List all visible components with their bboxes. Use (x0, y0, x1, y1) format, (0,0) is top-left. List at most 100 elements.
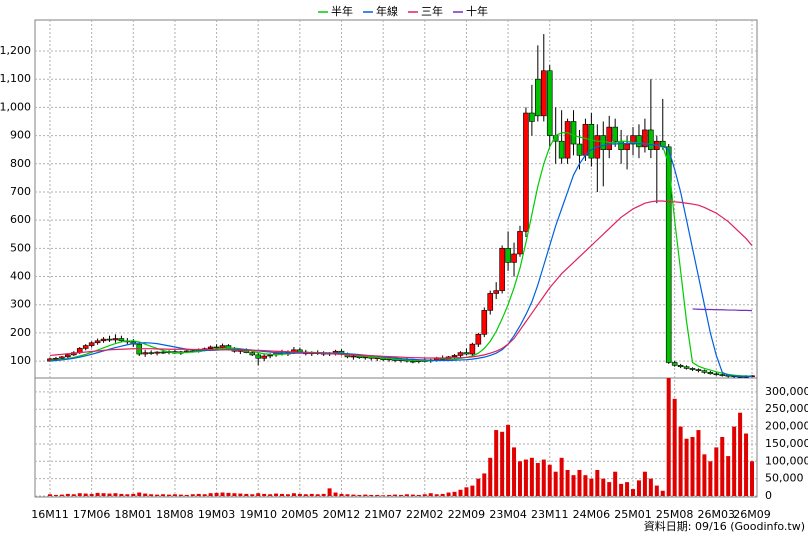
candle-body (267, 354, 273, 357)
volume-bar (506, 424, 511, 496)
x-tick-label: 23M04 (489, 508, 527, 521)
volume-bar (48, 494, 52, 496)
volume-bar (619, 483, 624, 496)
volume-bar (559, 457, 564, 496)
volume-bar (583, 475, 588, 496)
y-tick-label: 600 (10, 213, 31, 226)
candle-body (582, 123, 589, 156)
candle-body (94, 340, 101, 344)
candle-body (65, 354, 71, 358)
volume-bar (172, 494, 177, 496)
y-tick-label: 300 (10, 298, 31, 311)
candle-body (624, 143, 630, 150)
candle-body (695, 369, 702, 371)
y-tick-label: 100 (10, 354, 31, 367)
candle-body (576, 143, 583, 156)
volume-bar (345, 494, 350, 496)
volume-bar (678, 426, 683, 496)
candle-body (481, 310, 488, 335)
volume-bar (65, 493, 70, 496)
volume-bar (422, 494, 427, 496)
plot-frame (34, 19, 758, 498)
candle-body (59, 356, 65, 359)
volume-bar (369, 494, 374, 496)
candle-body (463, 352, 470, 355)
y-tick-label: 800 (10, 157, 31, 170)
candle-body (564, 121, 571, 159)
candle-body (487, 293, 494, 311)
legend-label: 年線 (376, 4, 398, 18)
volume-bar (375, 494, 380, 496)
y-tick-label: 400 (10, 270, 31, 283)
candle-body (713, 373, 720, 376)
volume-bar (631, 489, 636, 496)
candle-body (671, 362, 678, 366)
y-tick-label: 700 (10, 185, 31, 198)
volume-bar (321, 493, 326, 496)
volume-bar (553, 471, 558, 496)
volume-bar (250, 494, 255, 496)
volume-bar (214, 492, 219, 496)
volume-bar (393, 494, 398, 496)
legend-label: 半年 (331, 4, 353, 18)
volume-tick-label: 0 (765, 489, 772, 502)
volume-bar (541, 459, 546, 496)
volume-bar (71, 494, 76, 496)
candle-body (53, 357, 59, 360)
volume-bar (178, 494, 183, 496)
volume-bar (184, 494, 189, 496)
volume-tick-label: 100,000 (765, 454, 808, 467)
volume-bar (309, 493, 314, 496)
x-tick-label: 19M03 (198, 508, 236, 521)
volume-bar (161, 494, 166, 496)
x-tick-label: 19M10 (239, 508, 277, 521)
volume-bar (500, 431, 505, 496)
volume-bar (512, 447, 517, 496)
volume-bar (744, 433, 749, 496)
x-tick-label: 22M09 (448, 508, 486, 521)
volume-bar (642, 471, 647, 496)
volume-bar (625, 482, 630, 496)
x-tick-label: 18M08 (156, 508, 194, 521)
volume-bar (547, 464, 552, 496)
volume-bar (654, 485, 659, 496)
x-tick-label: 16M11 (31, 508, 69, 521)
volume-bar (53, 494, 58, 496)
candle-body (350, 355, 357, 358)
volume-bar (684, 438, 689, 496)
volume-bar (494, 430, 499, 496)
candle-body (213, 346, 220, 349)
volume-bar (428, 493, 433, 496)
volume-bar (327, 488, 332, 496)
legend-label: 十年 (466, 4, 488, 18)
candle-body (154, 351, 160, 354)
volume-bar (357, 494, 362, 496)
x-tick-label: 23M11 (531, 508, 569, 521)
volume-bar (143, 493, 148, 496)
volume-bar (297, 493, 302, 496)
volume-bar (446, 492, 451, 496)
volume-bar (208, 493, 213, 496)
candle-body (469, 343, 476, 355)
candle-body (88, 342, 95, 346)
volume-bar (262, 493, 267, 496)
x-tick-label: 25M01 (614, 508, 652, 521)
volume-bar (607, 482, 612, 496)
candle-body (558, 140, 565, 159)
volume-bar (470, 485, 475, 496)
x-tick-label: 17M06 (73, 508, 111, 521)
candle-body (118, 338, 125, 342)
volume-tick-label: 300,000 (765, 385, 808, 398)
candle-body (499, 248, 505, 291)
candle-body (689, 368, 696, 370)
volume-bar (95, 492, 100, 496)
volume-bar (732, 426, 737, 496)
candle-body (261, 355, 267, 359)
volume-bar (702, 454, 707, 496)
x-tick-label: 20M12 (323, 508, 361, 521)
candle-body (517, 231, 523, 255)
volume-bar (440, 493, 445, 496)
x-tick-label: 25M08 (656, 508, 694, 521)
legend: 半年 年線 三年 十年 (318, 4, 488, 18)
volume-bar (268, 494, 273, 496)
